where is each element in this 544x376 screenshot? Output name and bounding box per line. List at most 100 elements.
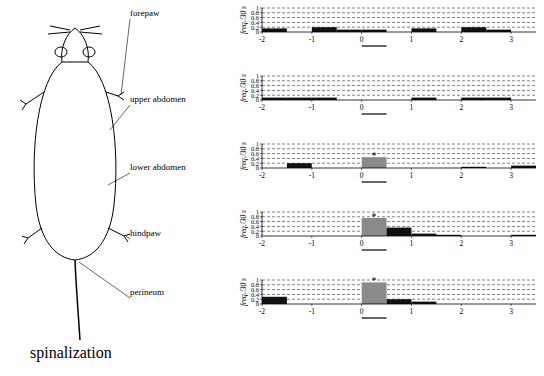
x-tick xyxy=(361,100,362,102)
x-axis xyxy=(262,32,536,33)
grid-line xyxy=(262,76,536,77)
rat-ear xyxy=(55,47,67,57)
x-tick xyxy=(461,168,462,170)
rat-tail xyxy=(75,260,80,340)
site-label: forepaw xyxy=(130,8,160,18)
panel: 00.20.40.60.81-2-10123freq./30 s* xyxy=(239,275,536,318)
panel: 00.20.40.60.81-2-10123freq./30 s xyxy=(239,4,536,46)
grid-line xyxy=(262,90,536,91)
x-tick xyxy=(361,168,362,170)
grid-line xyxy=(262,158,536,159)
rat-forelimb xyxy=(20,92,44,110)
grid-line xyxy=(262,212,536,213)
caption: spinalization xyxy=(30,344,112,362)
y-tick-label: 1 xyxy=(256,208,259,215)
x-tick-label: 1 xyxy=(410,239,414,248)
x-tick-label: -2 xyxy=(259,103,265,112)
x-tick-label: 1 xyxy=(410,171,414,180)
grid-line xyxy=(262,80,536,81)
figure: forepaw upper abdomen lower abdomen hindpaw… xyxy=(0,0,544,376)
x-tick-label: 0 xyxy=(360,239,364,248)
grid-line xyxy=(262,289,536,290)
x-tick-label: 3 xyxy=(509,307,513,316)
bar xyxy=(262,297,287,304)
y-axis-title: freq./30 s xyxy=(239,278,248,306)
y-axis-title: freq./30 s xyxy=(239,210,248,238)
y-tick-label: 1 xyxy=(256,72,259,79)
x-tick-label: 3 xyxy=(509,35,513,44)
x-tick-label: 0 xyxy=(360,171,364,180)
rat-ear xyxy=(83,47,95,57)
grid-line xyxy=(262,216,536,217)
rat-hindlimb xyxy=(22,228,42,244)
x-tick-label: -1 xyxy=(309,307,315,316)
x-tick xyxy=(511,168,512,170)
grid-line xyxy=(262,27,536,28)
grid-line xyxy=(262,144,536,145)
x-tick-label: -1 xyxy=(309,171,315,180)
grid-line xyxy=(262,95,536,96)
bar xyxy=(387,299,412,304)
rat-drawing xyxy=(20,26,130,340)
rat-body xyxy=(34,62,116,260)
x-tick-label: 2 xyxy=(459,307,463,316)
x-tick-label: 1 xyxy=(410,103,414,112)
x-tick xyxy=(361,304,362,306)
significance-mark: * xyxy=(372,211,377,222)
grid-line xyxy=(262,226,536,227)
grid-line xyxy=(262,12,536,13)
rat-hindlimb xyxy=(108,228,130,242)
site-label: lower abdomen xyxy=(130,162,186,172)
rat-head xyxy=(62,28,89,62)
y-axis xyxy=(262,8,263,32)
x-tick xyxy=(411,100,412,102)
x-tick xyxy=(311,236,312,238)
site-label: perineum xyxy=(130,287,164,297)
x-tick xyxy=(311,32,312,34)
site-label: hindpaw xyxy=(130,228,161,238)
bar xyxy=(287,163,312,168)
grid-line xyxy=(262,17,536,18)
x-tick xyxy=(511,236,512,238)
x-tick xyxy=(262,168,263,170)
x-tick xyxy=(411,236,412,238)
x-tick xyxy=(411,304,412,306)
y-tick-label: 1 xyxy=(256,276,259,283)
x-tick-label: -1 xyxy=(309,103,315,112)
x-axis xyxy=(262,168,536,169)
grid-line xyxy=(262,148,536,149)
bars xyxy=(262,282,436,304)
x-tick xyxy=(311,304,312,306)
stimulus-bar xyxy=(362,317,387,318)
x-tick-label: -1 xyxy=(309,35,315,44)
x-tick xyxy=(511,304,512,306)
x-axis xyxy=(262,236,536,237)
bars xyxy=(362,218,536,236)
significance-mark: * xyxy=(372,275,377,286)
x-tick-label: 2 xyxy=(459,171,463,180)
y-tick-label: 1 xyxy=(256,4,259,11)
x-tick-label: -2 xyxy=(259,35,265,44)
stimulus-bar xyxy=(362,45,387,46)
x-tick xyxy=(311,168,312,170)
x-tick xyxy=(262,304,263,306)
panel: 00.20.40.60.81-2-10123freq./30 s xyxy=(239,72,536,114)
x-tick xyxy=(262,100,263,102)
x-tick xyxy=(461,236,462,238)
y-tick-label: 1 xyxy=(256,140,259,147)
y-axis xyxy=(262,144,263,168)
leader-line xyxy=(110,105,130,130)
x-tick-label: -2 xyxy=(259,307,265,316)
site-label: upper abdomen xyxy=(130,94,186,104)
x-tick-label: 3 xyxy=(509,239,513,248)
grid-line xyxy=(262,8,536,9)
bars xyxy=(287,157,536,168)
grid-line xyxy=(262,280,536,281)
x-tick xyxy=(262,32,263,34)
grid-line xyxy=(262,294,536,295)
x-tick-label: 1 xyxy=(410,35,414,44)
y-axis-title: freq./30 s xyxy=(239,6,248,34)
grid-line xyxy=(262,153,536,154)
leader-line xyxy=(121,19,130,95)
leader-line xyxy=(126,236,130,239)
